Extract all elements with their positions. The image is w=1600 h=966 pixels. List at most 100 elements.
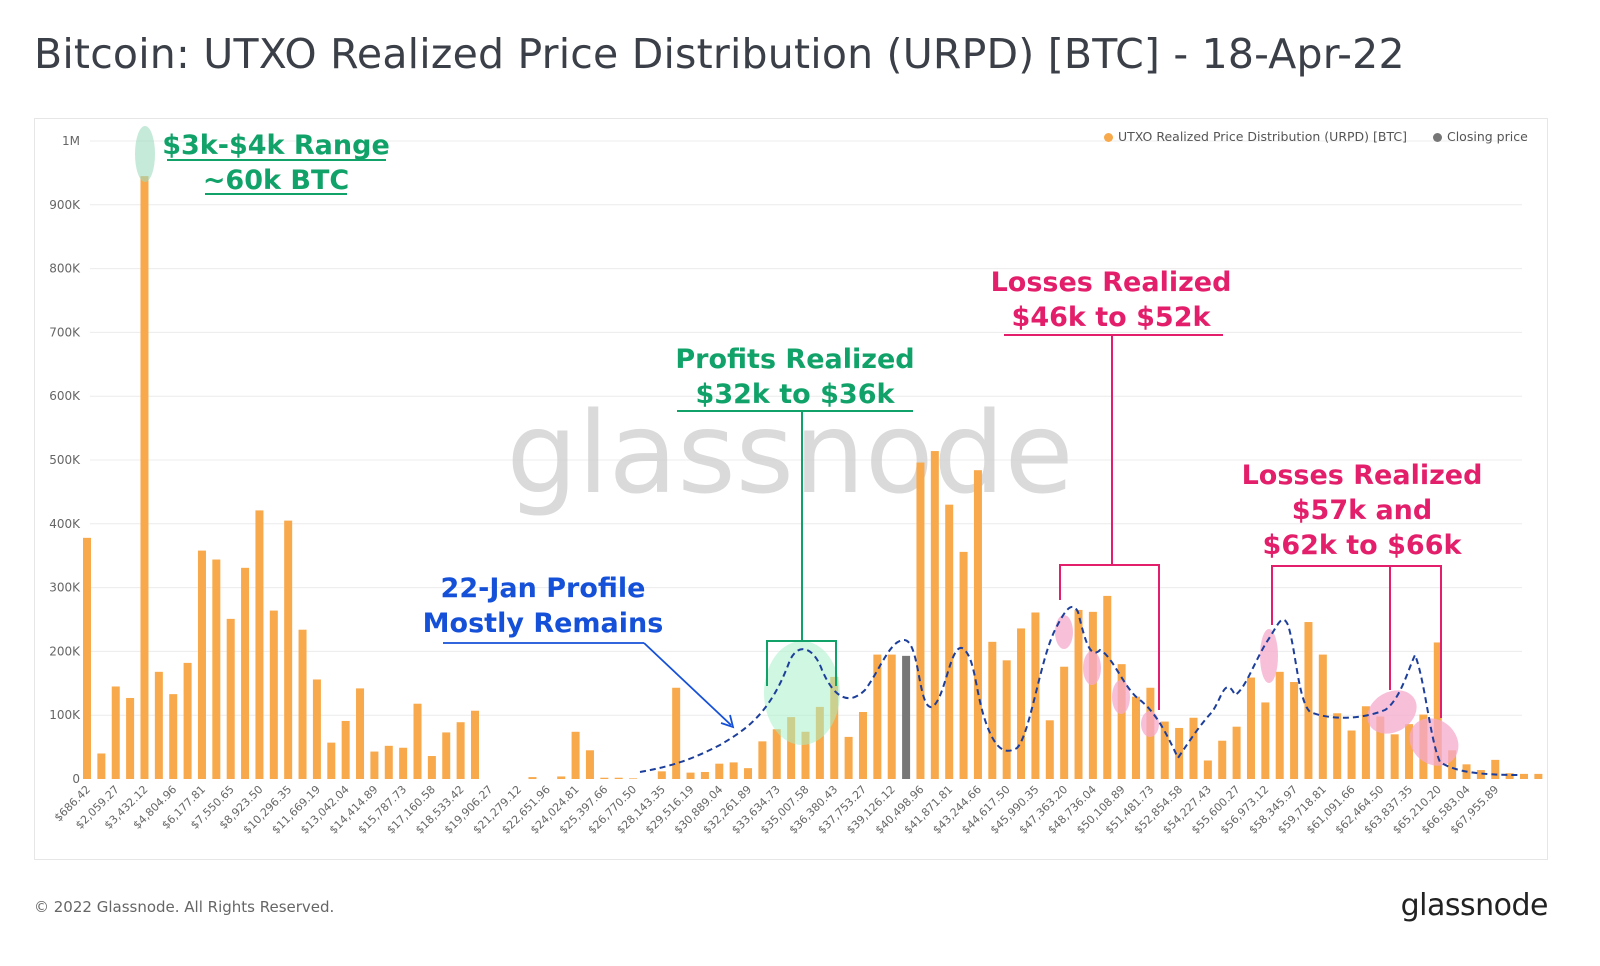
legend-urpd-label: UTXO Realized Price Distribution (URPD) … (1118, 129, 1407, 144)
urpd-bar (1333, 713, 1342, 779)
urpd-bar (1433, 642, 1442, 779)
losses2-label-line2: $57k and (1292, 495, 1432, 526)
y-axis-ticks: 0 100K 200K 300K 400K 500K 600K 700K 800K 900K 1M (49, 134, 81, 786)
urpd-bar (126, 697, 135, 779)
losses1-bracket (1059, 564, 1160, 710)
urpd-bar (197, 550, 206, 779)
urpd-bar (557, 776, 566, 779)
profits-label-line2: $32k to $36k (696, 379, 896, 410)
urpd-bar (600, 777, 609, 779)
urpd-bar (97, 753, 106, 779)
range-highlight (135, 126, 155, 182)
x-axis-ticks: $686.42$2,059.27$3,432.12$4,804.96$6,177… (52, 783, 1502, 837)
legend-item-closing[interactable]: Closing price (1432, 129, 1528, 144)
urpd-bar (729, 762, 738, 779)
legend-item-urpd[interactable]: UTXO Realized Price Distribution (URPD) … (1104, 129, 1407, 144)
urpd-bar (1060, 666, 1069, 779)
urpd-bar (399, 747, 408, 779)
urpd-bar (83, 537, 91, 779)
urpd-bar (456, 722, 465, 779)
loss-highlight-4 (1141, 711, 1159, 737)
y-tick-label: 700K (49, 325, 81, 339)
y-tick-label: 600K (49, 389, 81, 403)
page-title: Bitcoin: UTXO Realized Price Distributio… (34, 30, 1405, 78)
loss-highlight-2 (1083, 651, 1101, 685)
y-tick-label: 300K (49, 581, 81, 595)
urpd-bar (657, 771, 666, 779)
losses2-label-line3: $62k to $66k (1263, 530, 1463, 561)
urpd-bar (111, 686, 120, 779)
urpd-bar (226, 618, 235, 779)
urpd-bar (427, 756, 436, 779)
urpd-bar (1031, 612, 1040, 779)
losses1-label-line2: $46k to $52k (1012, 302, 1212, 333)
urpd-bar (1132, 696, 1141, 779)
urpd-bar (327, 742, 336, 779)
urpd-bar (858, 712, 867, 779)
urpd-bar (916, 462, 925, 779)
y-tick-label: 400K (49, 517, 81, 531)
urpd-bar (341, 720, 350, 779)
urpd-bar (312, 679, 321, 779)
urpd-bar (1505, 773, 1514, 779)
urpd-bar (930, 451, 939, 779)
urpd-bar (614, 777, 623, 779)
urpd-bar (1088, 611, 1097, 779)
urpd-bar (1347, 730, 1356, 779)
urpd-bar (1160, 721, 1169, 779)
urpd-bar (413, 703, 422, 779)
urpd-bar (1175, 727, 1184, 779)
y-tick-label: 800K (49, 262, 81, 276)
urpd-bar (470, 710, 479, 779)
urpd-bar (873, 654, 882, 779)
urpd-bar (241, 567, 250, 779)
urpd-bar (1117, 664, 1126, 779)
loss-highlight-6 (1367, 690, 1417, 734)
urpd-bar (844, 736, 853, 779)
urpd-bar (830, 676, 839, 779)
urpd-bar (945, 504, 954, 779)
urpd-bar (1203, 760, 1212, 779)
urpd-bar (384, 745, 393, 779)
urpd-bar (686, 772, 695, 779)
urpd-bar (772, 729, 781, 779)
losses1-label-line1: Losses Realized (991, 267, 1232, 298)
urpd-bar (154, 671, 163, 779)
range-label-line1: $3k-$4k Range (162, 130, 390, 161)
brand-logo[interactable]: glassnode (1400, 888, 1549, 923)
annotation-brackets (167, 159, 1442, 729)
loss-highlight-5 (1260, 629, 1278, 683)
urpd-bar (1218, 740, 1227, 779)
urpd-bar (1405, 724, 1414, 779)
urpd-bar (815, 706, 824, 779)
urpd-bar (269, 610, 278, 779)
urpd-bar (1376, 716, 1385, 779)
profits-bracket (766, 640, 837, 686)
urpd-bar (298, 629, 307, 779)
urpd-bar (988, 641, 997, 779)
urpd-bar (212, 559, 221, 779)
legend: UTXO Realized Price Distribution (URPD) … (1104, 129, 1550, 144)
urpd-bar (801, 731, 810, 779)
jan-profile-curve (639, 605, 1521, 776)
urpd-bar (1448, 750, 1457, 779)
y-tick-label: 200K (49, 644, 81, 658)
y-tick-label: 500K (49, 453, 81, 467)
urpd-bar (169, 694, 178, 779)
urpd-bar (1002, 660, 1011, 779)
urpd-bar (356, 688, 365, 779)
urpd-bar (1520, 773, 1528, 779)
y-tick-label: 1M (62, 134, 80, 148)
urpd-bar (1017, 628, 1026, 779)
range-label-line2: ~60k BTC (203, 165, 349, 196)
urpd-bar (744, 768, 753, 779)
urpd-bar (1491, 759, 1500, 779)
urpd-bar (758, 741, 767, 779)
urpd-bar (528, 777, 537, 779)
losses2-label-line1: Losses Realized (1242, 460, 1483, 491)
urpd-bar (1318, 654, 1327, 779)
urpd-bar (1534, 773, 1543, 779)
legend-closing-label: Closing price (1446, 129, 1528, 144)
loss-highlight-1 (1055, 615, 1073, 649)
